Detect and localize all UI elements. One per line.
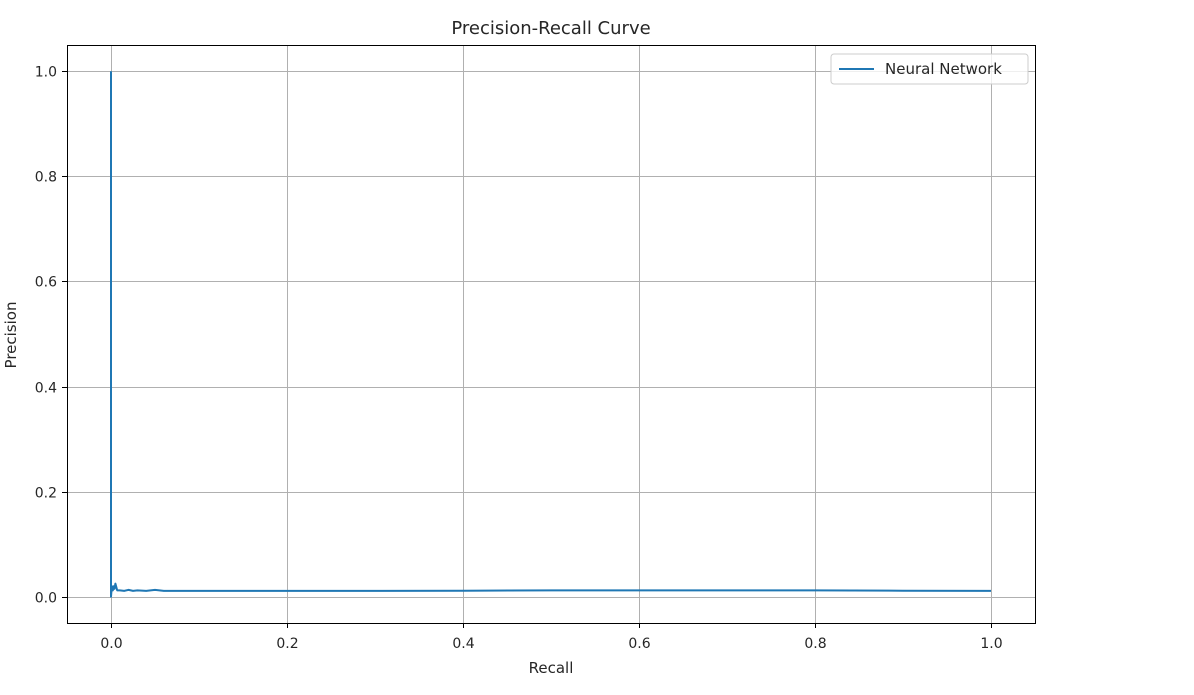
legend-box xyxy=(830,53,1029,85)
y-tick-label: 0.0 xyxy=(35,591,57,607)
grid-lines xyxy=(67,45,1035,623)
x-tick-label: 0.0 xyxy=(100,636,122,652)
y-tick-label: 0.6 xyxy=(35,275,57,291)
x-axis-label: Recall xyxy=(529,659,574,677)
y-tick-label: 0.8 xyxy=(35,170,57,186)
legend: Neural Network xyxy=(830,53,1029,85)
legend-label: Neural Network xyxy=(885,60,1002,78)
x-tick-label: 0.4 xyxy=(452,636,474,652)
x-tick-label: 0.2 xyxy=(276,636,298,652)
x-tick-label: 0.8 xyxy=(804,636,826,652)
y-axis-label: Precision xyxy=(2,302,20,369)
plot-background xyxy=(67,45,1035,623)
y-tick-label: 0.4 xyxy=(35,381,57,397)
x-tick-label: 0.6 xyxy=(628,636,650,652)
y-tick-label: 1.0 xyxy=(35,65,57,81)
y-axis: 0.0 0.2 0.4 0.6 0.8 1.0 xyxy=(35,65,67,607)
plot-frame xyxy=(67,45,1036,624)
series-group xyxy=(110,71,992,598)
chart-title: Precision-Recall Curve xyxy=(451,18,650,39)
series-line xyxy=(110,71,992,598)
x-axis: 0.0 0.2 0.4 0.6 0.8 1.0 xyxy=(100,623,1003,652)
plot-area xyxy=(67,45,1036,624)
x-tick-label: 1.0 xyxy=(980,636,1002,652)
y-tick-label: 0.2 xyxy=(35,486,57,502)
